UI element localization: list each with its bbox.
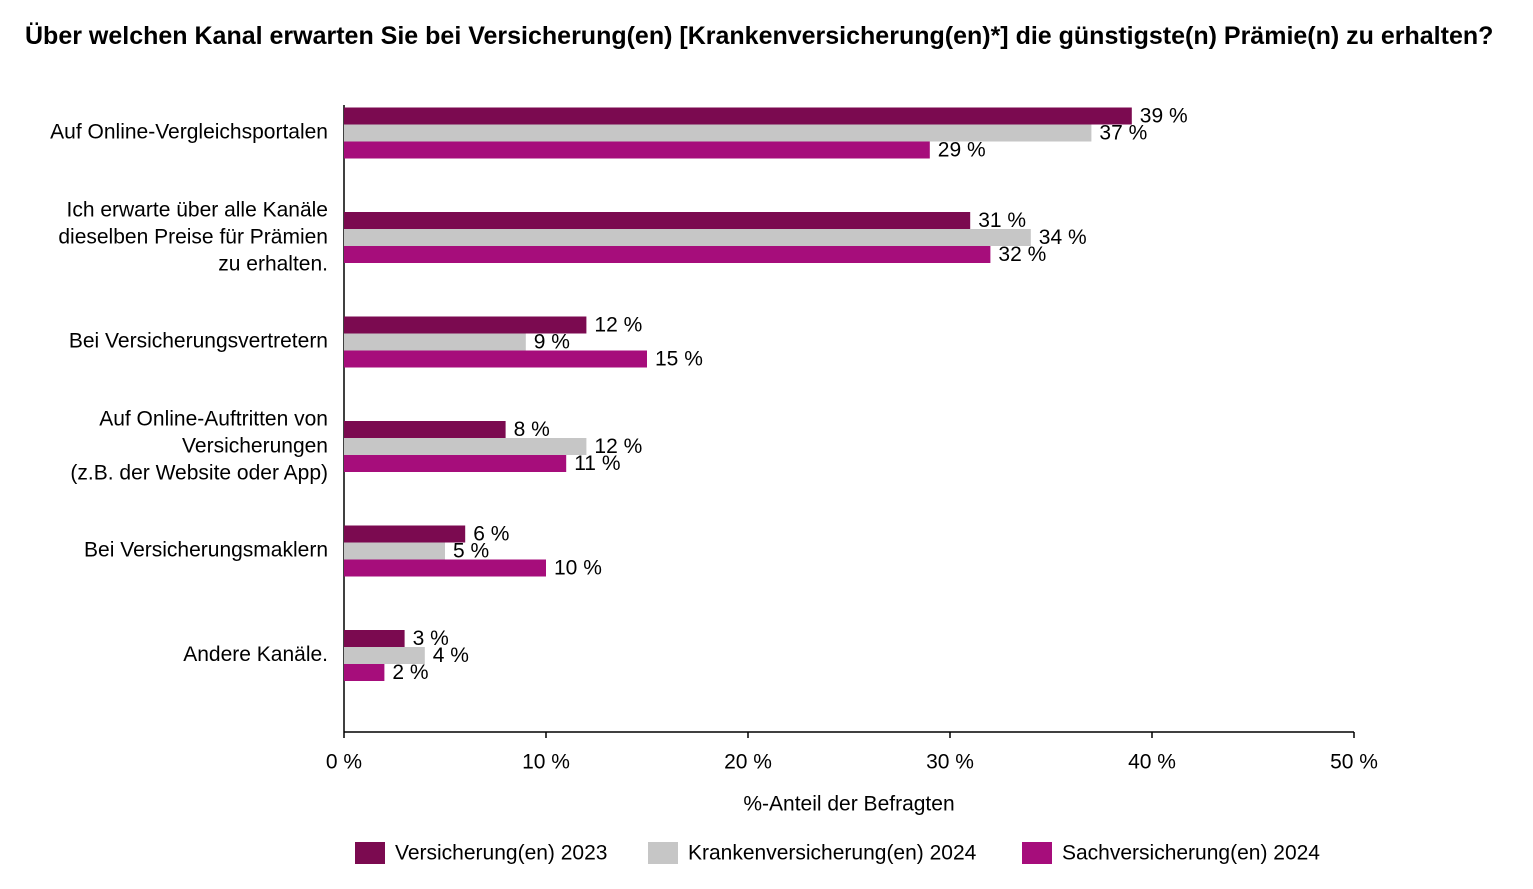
value-label: 10 % [554,557,602,580]
bar [344,630,405,647]
bar [344,350,647,368]
category-label: Ich erwarte über alle Kanäle dieselben P… [53,198,328,275]
value-label: 37 % [1099,122,1147,145]
bar [344,141,930,159]
legend-swatch [1022,842,1052,864]
bar [344,316,587,334]
category-label: Bei Versicherungsmaklern [84,539,328,562]
value-label: 2 % [392,661,428,684]
legend-label: Sachversicherung(en) 2024 [1062,842,1320,865]
value-label: 34 % [1039,226,1087,249]
legend-label: Versicherung(en) 2023 [395,842,607,865]
category-label: Andere Kanäle. [183,643,328,666]
bar [344,647,425,664]
chart-title: Über welchen Kanal erwarten Sie bei Vers… [25,22,1494,50]
x-tick-label: 40 % [1128,751,1176,774]
x-tick-label: 30 % [926,751,974,774]
bar [344,559,546,577]
value-label: 9 % [534,331,570,354]
x-tick-label: 0 % [326,751,362,774]
value-label: 8 % [514,418,550,441]
x-tick-label: 20 % [724,751,772,774]
value-label: 6 % [473,523,509,546]
category-label: Auf Online-Auftritten von Versicherungen… [65,407,328,484]
bar [344,664,385,681]
bar [344,246,991,263]
bar [344,333,526,351]
x-tick-label: 10 % [522,751,570,774]
x-tick-label: 50 % [1330,751,1378,774]
value-label: 32 % [998,243,1046,266]
value-label: 31 % [978,209,1026,232]
value-label: 12 % [594,314,642,337]
x-axis-label: %-Anteil der Befragten [743,793,954,816]
bar [344,525,466,543]
value-label: 11 % [574,452,620,475]
value-label: 12 % [594,435,642,458]
value-label: 39 % [1140,105,1188,128]
bar [344,124,1092,142]
value-label: 3 % [413,627,449,650]
bar [344,212,971,229]
legend-swatch [648,842,678,864]
legend-swatch [355,842,385,864]
bar [344,455,567,472]
bar [344,229,1031,246]
value-label: 29 % [938,139,986,162]
bar [344,542,445,560]
value-label: 15 % [655,348,703,371]
category-label: Auf Online-Vergleichsportalen [50,121,328,144]
bar [344,107,1132,125]
value-label: 4 % [433,644,469,667]
legend-label: Krankenversicherung(en) 2024 [688,842,977,865]
value-label: 5 % [453,540,489,563]
bar [344,438,587,455]
category-label: Bei Versicherungsvertretern [69,330,328,353]
bar [344,421,506,438]
